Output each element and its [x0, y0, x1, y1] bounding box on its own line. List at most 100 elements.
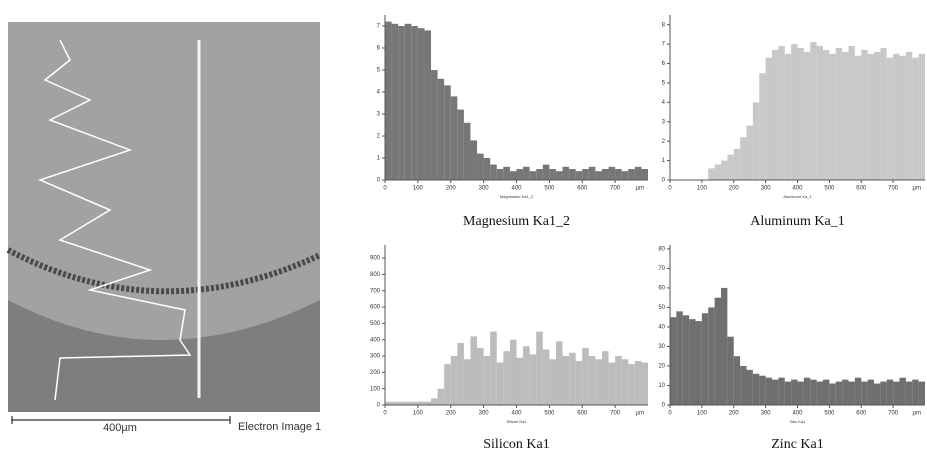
bar [424, 401, 432, 405]
bar [765, 377, 772, 405]
bar [823, 379, 830, 405]
x-tick-label: 200 [446, 411, 457, 417]
bar [641, 362, 648, 405]
bar [695, 321, 702, 405]
y-tick-label: 7 [377, 24, 381, 30]
bar [746, 369, 753, 405]
bar [450, 96, 458, 180]
bar [424, 30, 432, 181]
bar [733, 356, 741, 405]
axis-caption: Zinc Ka1 [790, 419, 807, 424]
x-tick-label: 600 [577, 186, 588, 192]
bar [634, 360, 642, 405]
x-tick-label: 0 [383, 411, 387, 417]
bar [621, 171, 629, 180]
bar [404, 23, 412, 180]
bar [893, 381, 900, 405]
bar [496, 362, 504, 405]
bar [463, 359, 471, 405]
bar [772, 49, 779, 180]
y-tick-label: 20 [658, 364, 665, 370]
chart-title: Aluminum Ka_1 [750, 214, 845, 229]
bar [595, 171, 602, 180]
bar [714, 164, 721, 180]
bar [721, 287, 728, 405]
bar [575, 171, 583, 180]
bar [797, 48, 804, 180]
bar [555, 171, 563, 180]
bar [562, 166, 570, 180]
y-tick-label: 3 [662, 119, 666, 125]
bar [450, 356, 458, 405]
bar [417, 401, 425, 405]
x-tick-label: 400 [792, 186, 803, 192]
bar [765, 57, 772, 180]
bar [880, 381, 887, 405]
bar [503, 166, 510, 180]
image-caption: Electron Image 1 [238, 421, 321, 433]
y-tick-label: 4 [377, 90, 381, 96]
bar [880, 48, 887, 180]
bar [385, 401, 392, 405]
y-tick-label: 60 [658, 286, 665, 292]
x-tick-label: 700 [610, 186, 621, 192]
scale-label: 400µm [103, 422, 137, 434]
bar [529, 354, 537, 405]
bar [509, 171, 517, 180]
bar [918, 53, 925, 180]
x-tick-label: 700 [888, 411, 899, 417]
bar [740, 137, 747, 180]
bar [411, 401, 418, 405]
bar [490, 164, 497, 180]
bar [523, 346, 530, 405]
bar [404, 401, 412, 405]
scan-profile [37, 39, 192, 401]
y-tick-label: 8 [662, 22, 666, 28]
axis-caption: Silicon Ka1 [506, 419, 527, 424]
bar [588, 166, 596, 180]
y-tick-label: 5 [662, 81, 666, 87]
y-tick-label: 70 [658, 266, 665, 272]
bar [912, 57, 919, 180]
y-tick-label: 5 [377, 68, 381, 74]
y-tick-label: 50 [658, 305, 665, 311]
bar [816, 381, 823, 405]
bar [608, 166, 616, 180]
bar [759, 375, 766, 405]
bar [601, 169, 609, 180]
bar [823, 49, 830, 180]
bar [905, 381, 913, 405]
x-tick-label: 100 [697, 186, 708, 192]
x-tick-label: 300 [479, 186, 490, 192]
x-tick-label: 0 [668, 411, 672, 417]
bar [463, 122, 471, 180]
bar [523, 166, 530, 180]
bar [861, 381, 868, 405]
x-tick-label: 500 [544, 186, 555, 192]
bar [457, 342, 464, 405]
bar [886, 379, 894, 405]
bar [752, 102, 760, 180]
bar [595, 359, 602, 405]
bar [628, 169, 635, 180]
y-tick-label: 6 [377, 46, 381, 52]
bar [483, 356, 491, 405]
bar [708, 168, 715, 180]
x-unit: µm [636, 186, 644, 192]
bar [905, 51, 913, 180]
bar [575, 360, 583, 405]
x-tick-label: 400 [511, 411, 522, 417]
y-tick-label: 700 [370, 288, 381, 294]
y-tick-label: 1 [377, 156, 381, 162]
chart-title: Magnesium Ka1_2 [463, 214, 570, 229]
bar [714, 297, 721, 405]
y-tick-label: 900 [370, 256, 381, 262]
bar [431, 70, 438, 180]
axis-caption: Aluminum Ka_1 [783, 194, 812, 199]
bar [829, 383, 836, 405]
bar [759, 73, 766, 180]
x-tick-label: 500 [544, 411, 555, 417]
x-tick-label: 100 [413, 186, 424, 192]
x-unit: µm [913, 411, 921, 417]
bar [721, 160, 728, 180]
